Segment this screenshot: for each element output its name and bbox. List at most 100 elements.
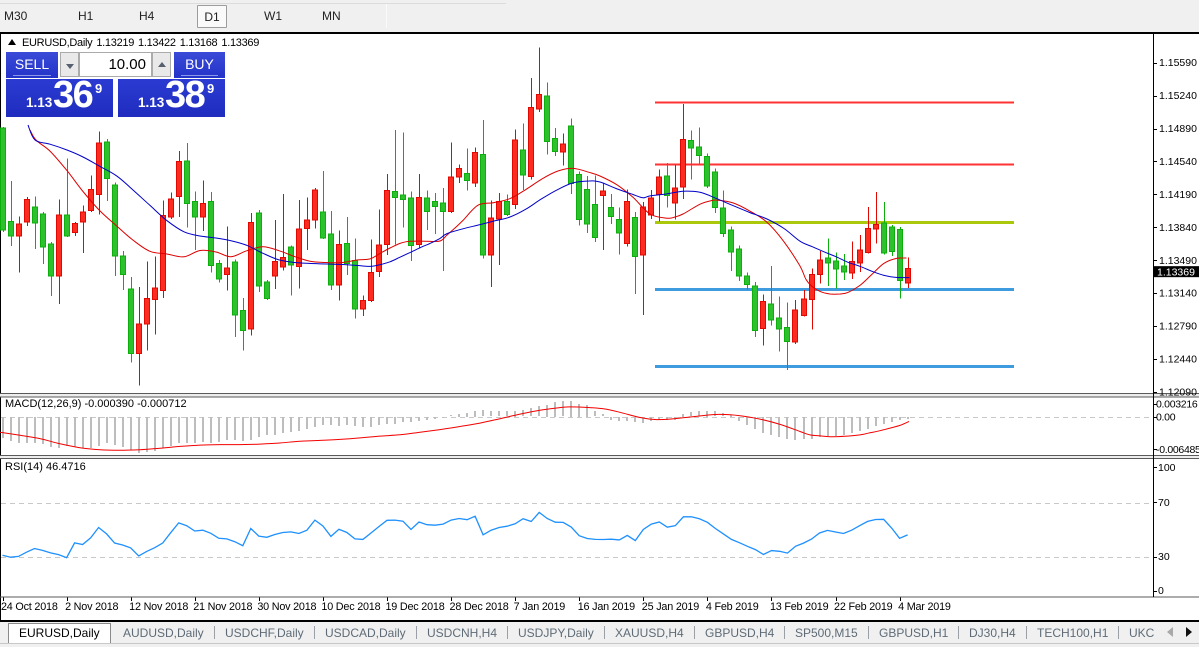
tabs-scroll-left-icon[interactable] [1167,627,1173,637]
macd-bar [610,417,612,420]
candle-body [696,146,702,157]
candle-body [8,221,14,237]
macd-bar [658,417,660,420]
candle-body [825,257,831,264]
quote-open: 1.13219 [96,37,135,49]
date-axis-label: 10 Dec 2018 [321,601,380,613]
moving-averages [27,124,910,295]
chart-tab-usdcad-daily[interactable]: USDCAD,Daily [325,626,406,640]
macd-bar [146,417,148,452]
buy-button[interactable]: BUY [174,52,225,78]
macd-bar [570,401,572,417]
timeframe-button-m30[interactable]: M30 [4,9,28,23]
chart-tab-audusd-daily[interactable]: AUDUSD,Daily [123,626,204,640]
tab-separator [314,626,315,639]
tabs-scroll-right-icon[interactable] [1186,627,1192,637]
macd-bar [210,417,212,443]
macd-bar [186,417,188,443]
macd-bar [778,417,780,437]
macd-bar [706,411,708,417]
rsi-axis-label: 30 [1158,551,1170,563]
rsi-axis-label: 0 [1158,585,1164,597]
macd-bar [803,417,805,439]
macd-bar [602,414,604,416]
chart-tab-ukc[interactable]: UKC [1129,626,1155,640]
ma-red-line [29,129,907,295]
chart-tab-usdchf-daily[interactable]: USDCHF,Daily [225,626,304,640]
macd-bar [74,417,76,447]
tab-separator [868,626,869,639]
tab-separator [958,626,959,639]
quote-low: 1.13168 [179,37,218,49]
buy-price-display[interactable]: 1.13 38 9 [118,74,225,117]
macd-bar [618,417,620,421]
volume-input[interactable]: 10.00 [79,52,152,77]
candle-body [264,281,270,299]
chart-tab-usdjpy-daily[interactable]: USDJPY,Daily [518,626,594,640]
timeframe-button-h4[interactable]: H4 [139,9,155,23]
candle-body [72,222,78,234]
macd-bar [754,417,756,429]
tab-strip: EURUSD,Daily AUDUSD,Daily USDCHF,Daily USDC… [0,622,1164,643]
volume-increase-button[interactable] [152,52,171,77]
date-axis-label: 2 Nov 2018 [65,601,118,613]
macd-bar [746,417,748,425]
macd-axis-label: -0.006485 [1156,444,1199,456]
chart-tab-eurusd-daily[interactable]: EURUSD,Daily [8,623,111,643]
chart-tab-usdcnh-h4[interactable]: USDCNH,H4 [427,626,498,640]
timeframe-button-d1[interactable]: D1 [197,5,227,28]
volume-decrease-button[interactable] [60,52,79,77]
date-axis-label: 12 Nov 2018 [129,601,188,613]
macd-bar [634,417,636,422]
chart-tab-gbpusd-h1[interactable]: GBPUSD,H1 [879,626,949,640]
candle-body [472,151,478,184]
candle-body [881,222,887,254]
macd-bar [34,417,36,443]
candle-body [256,212,262,287]
candle-body [120,255,126,275]
chart-tab-gbpusd-h4[interactable]: GBPUSD,H4 [705,626,775,640]
timeframe-button-mn[interactable]: MN [322,9,341,23]
macd-bar [274,417,276,435]
macd-bar [682,414,684,417]
candle-body [576,173,582,221]
tab-separator [214,626,215,639]
candle-body [416,197,422,245]
tab-separator [604,626,605,639]
macd-bar [851,417,853,433]
macd-bar [354,417,356,426]
candle-body [857,249,863,264]
candle-body [272,260,278,277]
buy-price-small: 1.13 [138,95,165,110]
candle-body [744,275,750,285]
timeframe-button-h1[interactable]: H1 [78,9,94,23]
macd-bar [338,417,340,426]
macd-bar [434,417,436,419]
macd-bar [811,417,813,439]
price-axis-label: 1.14540 [1159,156,1197,168]
chart-tab-tech100-h1[interactable]: TECH100,H1 [1037,626,1109,640]
macd-bar [875,417,877,426]
divider-macd-rsi[interactable] [0,455,1199,456]
macd-bar [202,417,204,442]
candle-body [512,139,518,205]
candle-body [104,141,110,180]
divider-main-macd[interactable] [0,393,1199,394]
macd-bar [883,417,885,424]
timeframe-button-w1[interactable]: W1 [264,9,282,23]
symbol-collapse-icon[interactable] [8,39,16,45]
sell-price-display[interactable]: 1.13 36 9 [6,74,113,117]
sr-lines[interactable] [655,101,1014,368]
date-axis-label: 13 Feb 2019 [770,601,829,613]
sell-button[interactable]: SELL [6,52,58,78]
candle-body [200,203,206,218]
chart-tab-dj30-h4[interactable]: DJ30,H4 [969,626,1016,640]
chart-tab-xauusd-h4[interactable]: XAUUSD,H4 [615,626,684,640]
rsi-axis-label: 70 [1158,497,1170,509]
macd-bar [594,411,596,416]
candle-body [32,206,38,224]
rsi-axis: 100 70 30 0 [1153,462,1176,597]
chart-tab-sp500-m15[interactable]: SP500,M15 [795,626,858,640]
